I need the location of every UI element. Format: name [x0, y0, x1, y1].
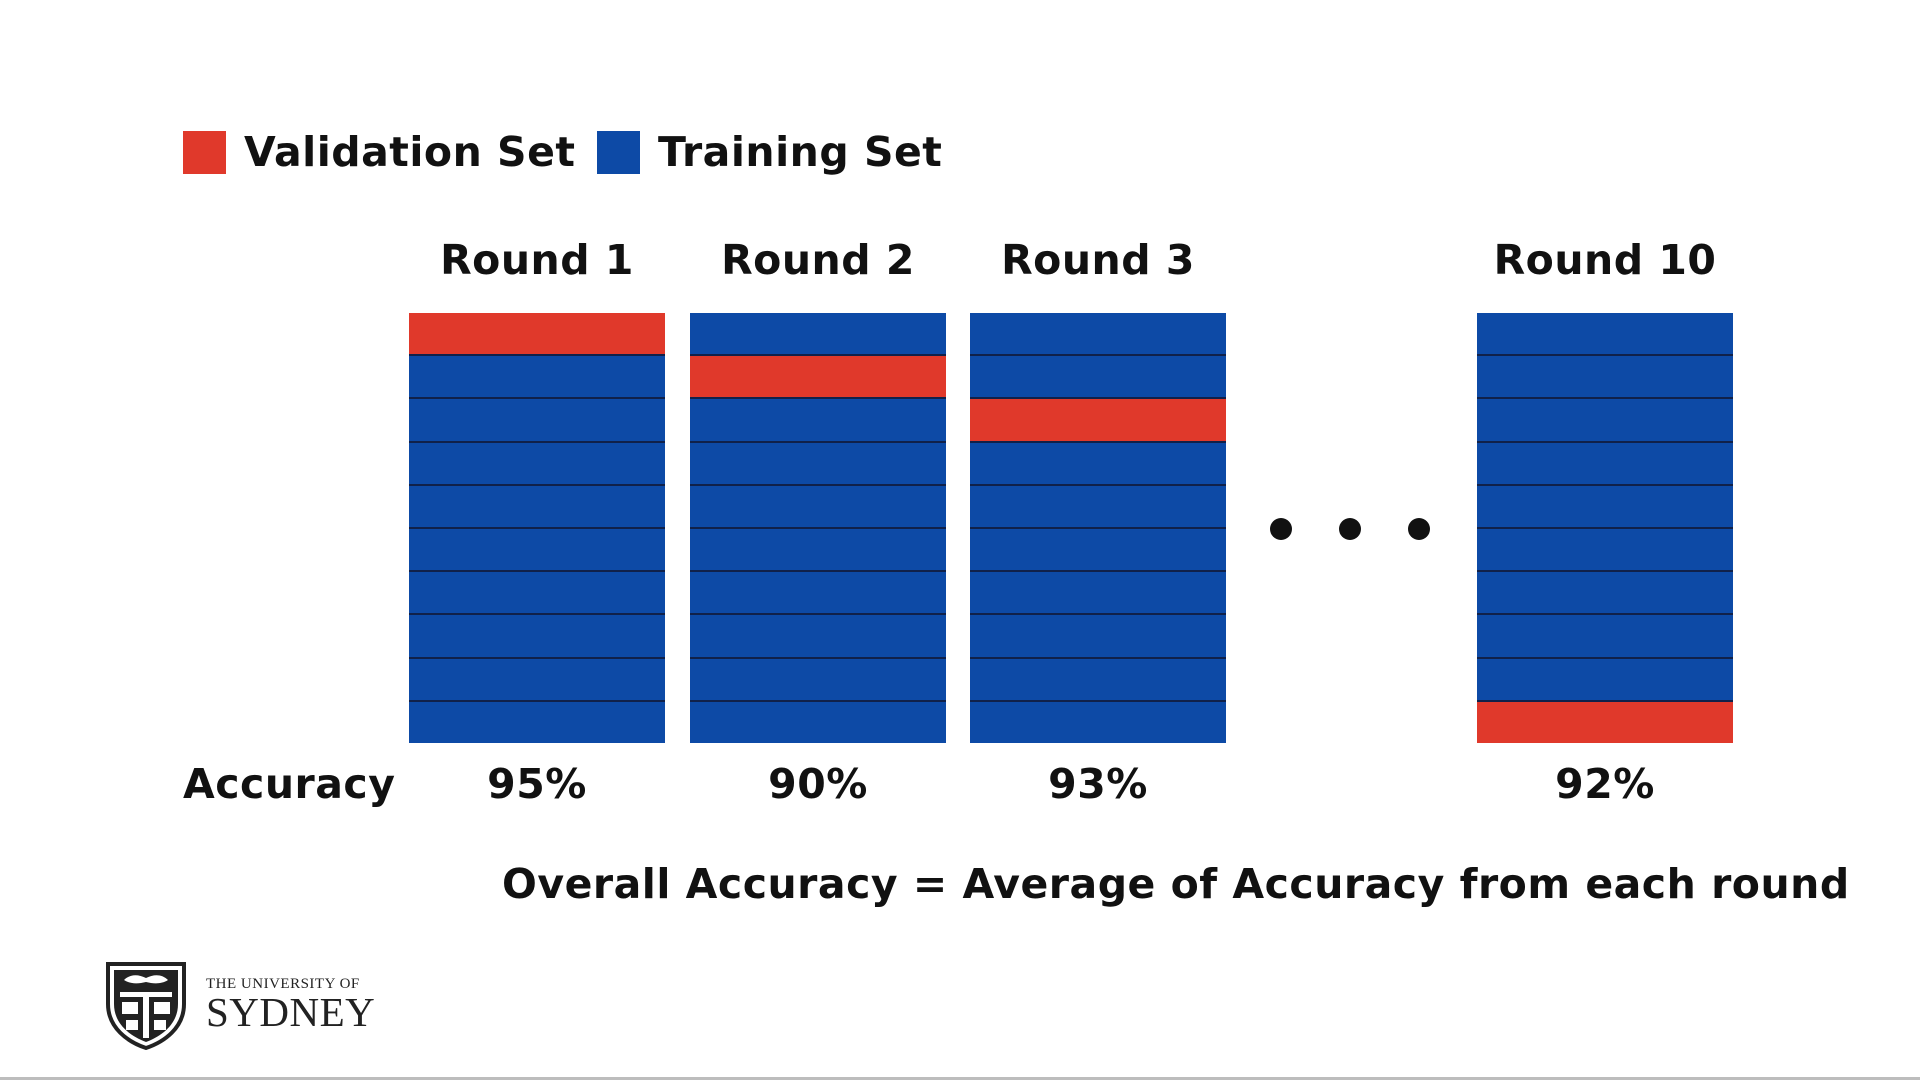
training-fold [1477, 615, 1733, 659]
fold-column-round-2 [690, 313, 946, 744]
training-fold [1477, 529, 1733, 573]
training-fold [690, 485, 946, 530]
training-fold [1477, 442, 1733, 486]
training-fold [970, 356, 1226, 400]
training-fold [690, 399, 946, 443]
validation-fold [1477, 701, 1733, 744]
training-fold [1477, 399, 1733, 443]
legend-label-validation: Validation Set [244, 128, 576, 176]
ellipsis [1270, 518, 1430, 540]
training-fold [970, 442, 1226, 486]
legend-item-training: Training Set [597, 128, 942, 176]
training-fold [409, 572, 665, 616]
training-fold [409, 356, 665, 400]
training-fold [1477, 356, 1733, 400]
training-fold [409, 485, 665, 530]
ellipsis-dot [1339, 518, 1361, 540]
training-fold [970, 485, 1226, 530]
training-fold [690, 615, 946, 659]
training-fold [970, 313, 1226, 357]
training-fold [409, 701, 665, 744]
legend-swatch-training [597, 130, 640, 174]
round-label: Round 10 [1493, 236, 1717, 284]
ellipsis-dot [1408, 518, 1430, 540]
fold-column-round-3 [970, 313, 1226, 744]
summary-text: Overall Accuracy = Average of Accuracy f… [502, 860, 1850, 908]
training-fold [1477, 658, 1733, 702]
training-fold [690, 529, 946, 573]
training-fold [409, 658, 665, 702]
validation-fold [690, 356, 946, 400]
round-label: Round 1 [440, 236, 634, 284]
training-fold [970, 615, 1226, 659]
training-fold [1477, 313, 1733, 357]
training-fold [970, 529, 1226, 573]
ellipsis-dot [1270, 518, 1292, 540]
training-fold [690, 701, 946, 744]
training-fold [690, 658, 946, 702]
bottom-rule [0, 1077, 1920, 1080]
training-fold [690, 572, 946, 616]
round-label: Round 2 [721, 236, 915, 284]
training-fold [970, 701, 1226, 744]
training-fold [1477, 485, 1733, 530]
accuracy-value: 90% [768, 760, 868, 808]
accuracy-value: 92% [1555, 760, 1655, 808]
accuracy-label: Accuracy [183, 760, 396, 808]
training-fold [409, 399, 665, 443]
validation-fold [409, 313, 665, 357]
training-fold [970, 572, 1226, 616]
training-fold [970, 658, 1226, 702]
logo-small-text: THE UNIVERSITY OF [206, 976, 360, 992]
training-fold [690, 442, 946, 486]
logo-large-text: SYDNEY [206, 989, 376, 1035]
fold-column-round-10 [1477, 313, 1733, 744]
legend-item-validation: Validation Set [183, 128, 576, 176]
training-fold [409, 529, 665, 573]
round-label: Round 3 [1001, 236, 1195, 284]
validation-fold [970, 399, 1226, 443]
university-logo: THE UNIVERSITY OF SYDNEY [100, 958, 375, 1050]
accuracy-value: 95% [487, 760, 587, 808]
fold-column-round-1 [409, 313, 665, 744]
training-fold [409, 442, 665, 486]
training-fold [409, 615, 665, 659]
university-crest-icon [106, 962, 186, 1050]
accuracy-value: 93% [1048, 760, 1148, 808]
training-fold [1477, 572, 1733, 616]
logo-wordmark: THE UNIVERSITY OF SYDNEY [206, 976, 376, 1035]
legend-swatch-validation [183, 130, 226, 174]
legend-label-training: Training Set [658, 128, 943, 176]
training-fold [690, 313, 946, 357]
